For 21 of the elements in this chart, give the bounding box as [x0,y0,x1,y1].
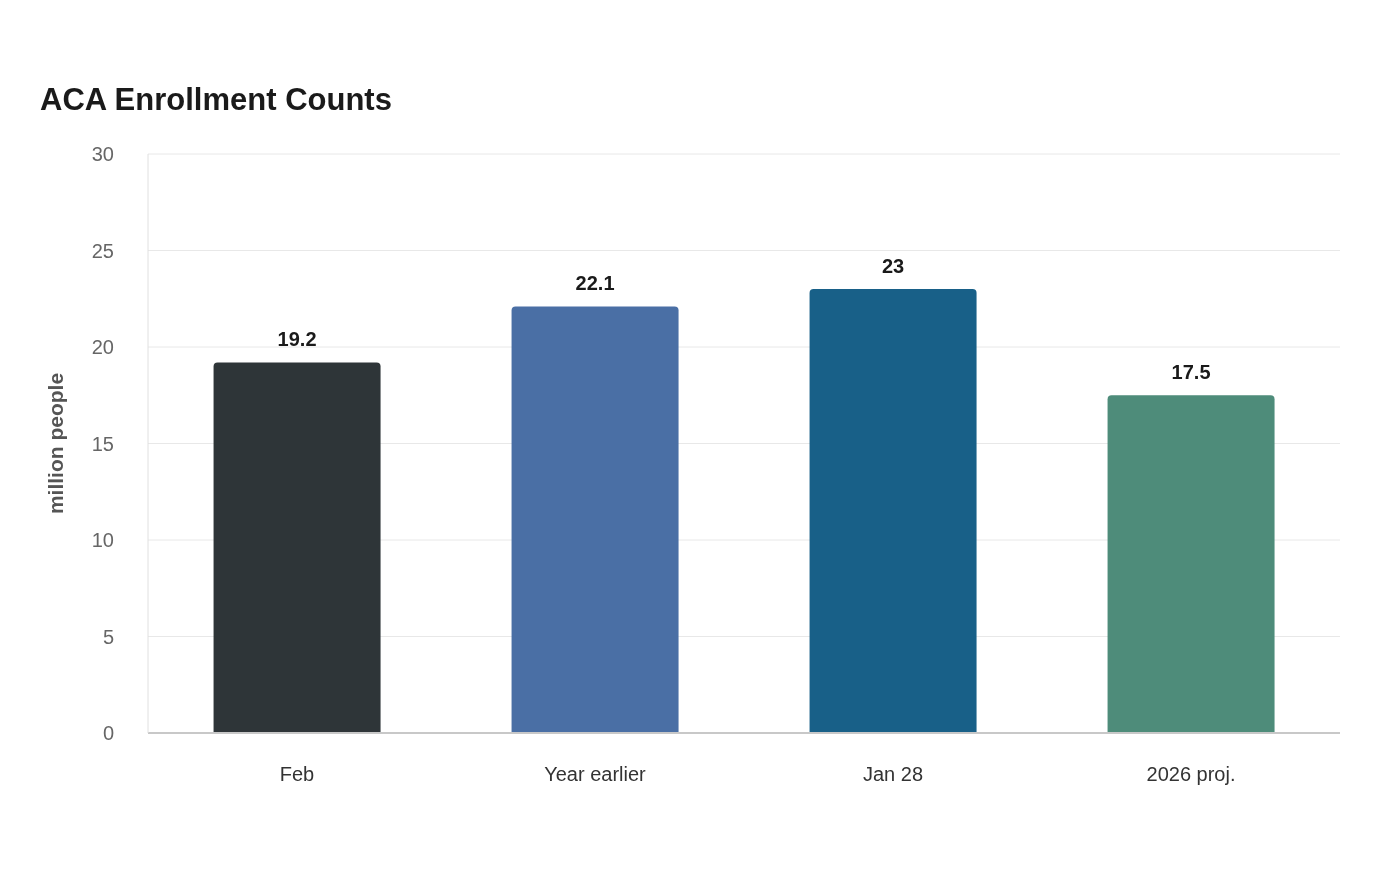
y-tick-label: 10 [91,529,114,552]
data-label: 19.2 [277,328,317,351]
x-tick-label: Jan 28 [862,763,924,786]
data-label: 22.1 [575,272,615,295]
bar [511,306,679,733]
x-tick-label: Year earlier [544,763,647,786]
data-label: 23 [881,255,905,278]
x-tick-label: Feb [279,763,315,786]
y-axis-title: million people [44,372,68,515]
y-tick-label: 15 [91,432,114,455]
y-tick-label: 5 [102,625,114,648]
chart-title: ACA Enrollment Counts [40,82,392,118]
bar [213,362,381,733]
bar [1107,395,1275,733]
y-tick-label: 0 [102,722,114,745]
x-tick-label: 2026 proj. [1146,763,1236,786]
y-tick-label: 25 [91,239,114,262]
data-label: 17.5 [1171,361,1211,384]
y-tick-label: 20 [91,336,114,359]
bar [809,289,977,733]
y-tick-label: 30 [91,143,114,166]
